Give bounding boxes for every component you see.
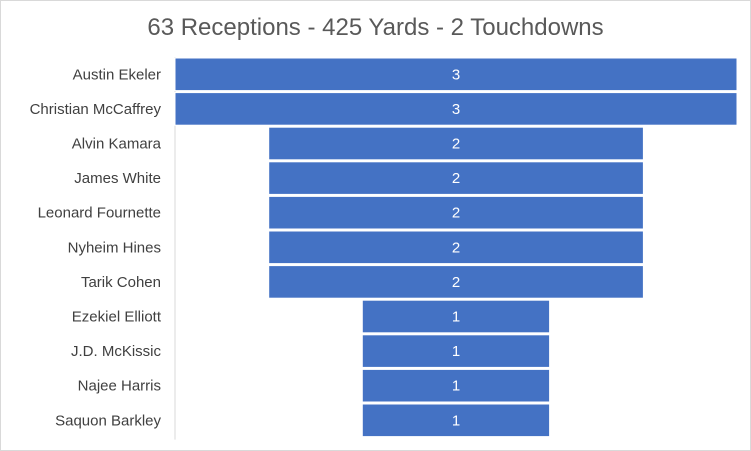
data-label-5: 2	[452, 239, 460, 256]
bar-8	[361, 334, 551, 368]
data-label-0: 3	[452, 66, 460, 83]
data-label-3: 2	[452, 170, 460, 187]
category-label-6: Tarik Cohen	[81, 274, 161, 291]
category-label-0: Austin Ekeler	[73, 66, 161, 83]
category-label-4: Leonard Fournette	[38, 205, 161, 222]
bar-1	[174, 92, 738, 126]
bar-9	[361, 368, 551, 403]
chart-title: 63 Receptions - 425 Yards - 2 Touchdowns	[147, 14, 604, 41]
category-label-3: James White	[74, 170, 161, 187]
data-label-10: 1	[452, 412, 460, 429]
category-label-9: Najee Harris	[78, 378, 161, 395]
bar-5	[268, 230, 644, 265]
category-label-8: J.D. McKissic	[71, 343, 162, 360]
category-label-1: Christian McCaffrey	[30, 101, 162, 118]
data-label-1: 3	[452, 101, 460, 118]
bar-7	[361, 299, 551, 334]
data-label-4: 2	[452, 205, 460, 222]
bar-0	[174, 57, 738, 92]
data-label-6: 2	[452, 274, 460, 291]
data-label-2: 2	[452, 136, 460, 153]
category-label-10: Saquon Barkley	[55, 412, 161, 429]
bar-4	[268, 195, 644, 230]
category-label-5: Nyheim Hines	[68, 239, 161, 256]
data-label-7: 1	[452, 309, 460, 326]
data-label-9: 1	[452, 378, 460, 395]
bar-6	[268, 265, 644, 299]
category-label-7: Ezekiel Elliott	[72, 309, 162, 326]
category-label-2: Alvin Kamara	[72, 136, 162, 153]
bar-3	[268, 161, 644, 195]
bar-2	[268, 126, 644, 161]
data-label-8: 1	[452, 343, 460, 360]
bar-10	[361, 403, 551, 438]
